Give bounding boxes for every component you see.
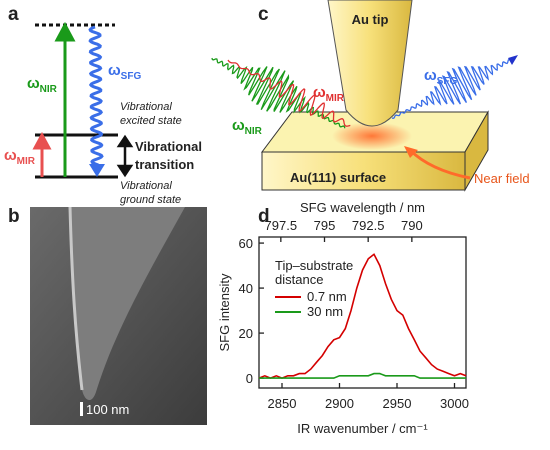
sfg-arrowhead [89, 164, 105, 177]
state-label: ground state [120, 194, 181, 206]
panel-b: b 100 nm [8, 206, 207, 425]
sem-tip [70, 207, 185, 401]
symbol: ω [27, 75, 40, 92]
transition-label: transition [135, 157, 194, 172]
mir-label: ωMIR [4, 147, 36, 167]
x2-axis-title: SFG wavelength / nm [300, 200, 425, 215]
symbol: ω [313, 84, 326, 101]
y-tick-label: 60 [239, 236, 253, 251]
tip-label: Au tip [352, 12, 389, 27]
panel-letter: c [258, 4, 269, 25]
symbol: ω [4, 147, 17, 164]
sfg-arrowhead [508, 55, 518, 65]
symbol: ω [232, 117, 245, 134]
transition-arrow [116, 134, 134, 178]
panel-letter: d [258, 206, 270, 227]
sfg-label: ωSFG [108, 62, 141, 82]
symbol: ω [424, 67, 437, 84]
series-line [259, 372, 466, 379]
plot-frame [258, 236, 467, 389]
near-field-glow [332, 122, 412, 150]
x2-tick-label: 790 [401, 218, 423, 233]
panel-c: c Au tip Au(111) surface Near field ωSFG… [211, 0, 530, 192]
scale-bar [80, 402, 83, 416]
x2-tick-label: 795 [314, 218, 336, 233]
scale-label: 100 nm [86, 402, 129, 417]
panel-d: d 2850 2900 2950 3000 797.5 795 792.5 790 0 20 40 6… [217, 200, 469, 436]
transition-label: Vibrational [135, 139, 202, 154]
nir-arrow [54, 21, 76, 177]
subscript: MIR [326, 93, 345, 104]
legend-label: 30 nm [307, 304, 343, 319]
x-tick-label: 2850 [268, 396, 297, 411]
legend-label: 0.7 nm [307, 289, 347, 304]
series-line [258, 253, 467, 379]
au-tip [327, 0, 413, 127]
sfg-beam [391, 56, 515, 119]
nir-label: ωNIR [27, 75, 58, 95]
x2-tick-label: 792.5 [352, 218, 385, 233]
x-axis-title: IR wavenumber / cm⁻¹ [297, 421, 428, 436]
symbol: ω [108, 62, 121, 79]
subscript: NIR [40, 84, 58, 95]
state-label: excited state [120, 115, 182, 127]
y-axis-title: SFG intensity [217, 273, 232, 352]
state-label: Vibrational [120, 101, 172, 113]
surface-label: Au(111) surface [290, 170, 386, 185]
subscript: SFG [121, 71, 142, 82]
y-tick-label: 20 [239, 326, 253, 341]
nir-label: ωNIR [232, 117, 263, 137]
subscript: NIR [245, 126, 263, 137]
state-label: Vibrational [120, 180, 172, 192]
sfg-wave [88, 25, 104, 167]
mir-label: ωMIR [313, 84, 345, 104]
subscript: MIR [17, 156, 36, 167]
mir-beam [227, 59, 351, 127]
panel-letter: b [8, 206, 20, 227]
x-tick-label: 3000 [440, 396, 469, 411]
x-tick-label: 2950 [383, 396, 412, 411]
legend-title: Tip–substrate [275, 258, 353, 273]
x2-tick-label: 797.5 [265, 218, 298, 233]
mir-arrow [32, 131, 52, 177]
panel-letter: a [8, 4, 19, 25]
sfg-label: ωSFG [424, 67, 457, 87]
y-tick-label: 0 [246, 371, 253, 386]
sem-edge [68, 206, 84, 391]
near-field-arrowhead [404, 146, 418, 158]
x-tick-label: 2900 [325, 396, 354, 411]
subscript: SFG [437, 76, 458, 87]
panel-a: a ωNIR ωSFG ωMIR Vibrational excited sta… [4, 4, 202, 206]
legend-title: distance [275, 272, 323, 287]
near-field-label: Near field [474, 171, 530, 186]
y-tick-label: 40 [239, 281, 253, 296]
